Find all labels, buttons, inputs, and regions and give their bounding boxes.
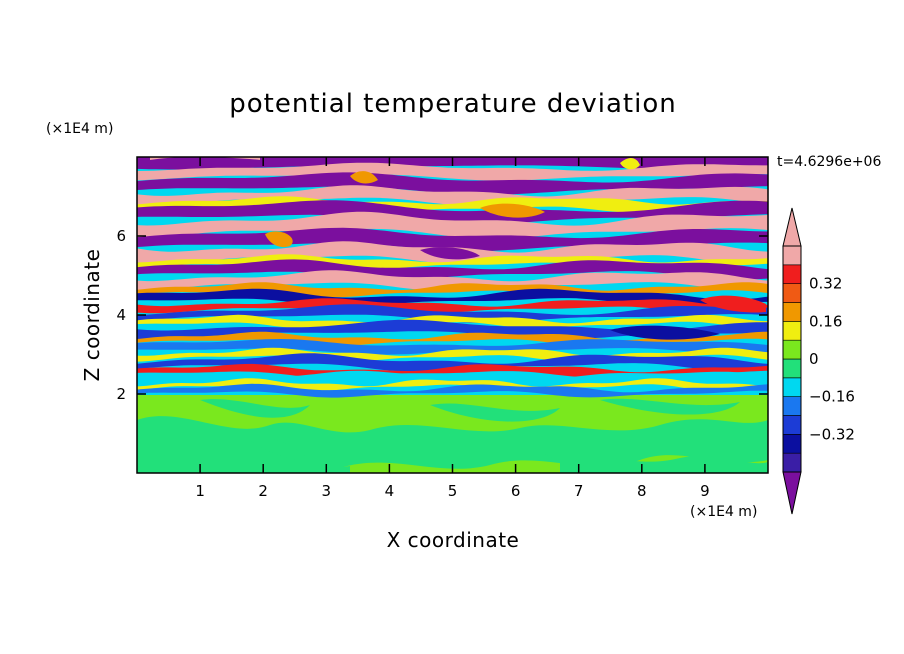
- colorbar-segment: [782, 302, 802, 322]
- contour-blob: [420, 247, 480, 260]
- x-tick-label: 3: [322, 482, 332, 500]
- contour-band: [137, 200, 768, 225]
- colorbar-frame: [782, 245, 802, 473]
- contour-blob: [610, 325, 720, 340]
- y-axis-label: Z coordinate: [80, 249, 104, 382]
- x-tick-label: 8: [637, 482, 647, 500]
- x-unit-label: (×1E4 m): [690, 504, 757, 520]
- colorbar-segment: [782, 358, 802, 379]
- x-axis-label: X coordinate: [387, 528, 520, 552]
- contour-band: [137, 314, 768, 329]
- x-axis-ticks: 1 2 3 4 5 6 7 8 9: [195, 157, 710, 500]
- colorbar-segment: [782, 452, 802, 473]
- x-tick-label: 9: [700, 482, 710, 500]
- contour-blob: [350, 171, 378, 184]
- lower-swirl: [560, 453, 768, 473]
- y-tick-label: 6: [116, 227, 126, 245]
- y-axis-ticks: 2 4 6: [116, 227, 768, 403]
- chart-title: potential temperature deviation: [229, 89, 676, 119]
- colorbar-segment: [782, 434, 802, 454]
- contour-band: [137, 185, 768, 206]
- colorbar-top-arrow: [782, 207, 802, 247]
- contour-blob: [480, 203, 545, 218]
- lower-swirl: [430, 403, 560, 422]
- contour-field: [137, 157, 768, 473]
- colorbar-segment: [782, 264, 802, 284]
- x-tick-label: 5: [448, 482, 458, 500]
- colorbar-tick-label: −0.32: [809, 425, 855, 443]
- contour-blob: [620, 157, 640, 170]
- x-tick-label: 2: [258, 482, 268, 500]
- colorbar-segment: [782, 396, 802, 416]
- contour-band: [137, 298, 768, 314]
- colorbar-tick-label: 0.16: [809, 312, 842, 330]
- colorbar-segment: [782, 283, 802, 303]
- time-label: t=4.6296e+06: [777, 154, 881, 170]
- colorbar-segment: [782, 245, 802, 266]
- contour-band: [137, 339, 768, 355]
- contour-blob: [700, 295, 766, 313]
- contour-band: [137, 162, 768, 181]
- y-tick-label: 2: [116, 385, 126, 403]
- colorbar-tick-label: 0.32: [809, 275, 842, 293]
- contour-band: [137, 353, 768, 372]
- colorbar-tick-label: −0.16: [809, 388, 855, 406]
- contour-band: [137, 370, 768, 387]
- lower-swirl: [200, 399, 310, 418]
- colorbar-segment: [782, 339, 802, 360]
- contour-blob: [265, 231, 293, 248]
- x-tick-label: 7: [574, 482, 584, 500]
- y-tick-label: 4: [116, 306, 126, 324]
- x-tick-label: 6: [511, 482, 521, 500]
- colorbar: 0.32 0.16 0 −0.16 −0.32: [782, 207, 855, 515]
- colorbar-segment: [782, 415, 802, 435]
- lower-swirl: [600, 398, 740, 415]
- lower-swirl: [520, 434, 585, 468]
- contour-band: [137, 304, 768, 323]
- contour-band: [137, 211, 768, 240]
- x-tick-label: 4: [385, 482, 395, 500]
- contour-band: [137, 270, 768, 291]
- contour-band: [137, 383, 768, 398]
- colorbar-segment: [782, 377, 802, 397]
- lower-swirl: [250, 437, 310, 462]
- y-unit-label: (×1E4 m): [46, 121, 113, 137]
- contour-band: [137, 196, 768, 214]
- colorbar-tick-label: 0: [809, 350, 819, 368]
- colorbar-bottom-arrow: [782, 471, 802, 515]
- contour-band: [137, 259, 768, 280]
- lower-swirl: [137, 454, 350, 473]
- contour-band: [137, 319, 768, 340]
- x-tick-label: 1: [195, 482, 205, 500]
- colorbar-segment: [782, 321, 802, 341]
